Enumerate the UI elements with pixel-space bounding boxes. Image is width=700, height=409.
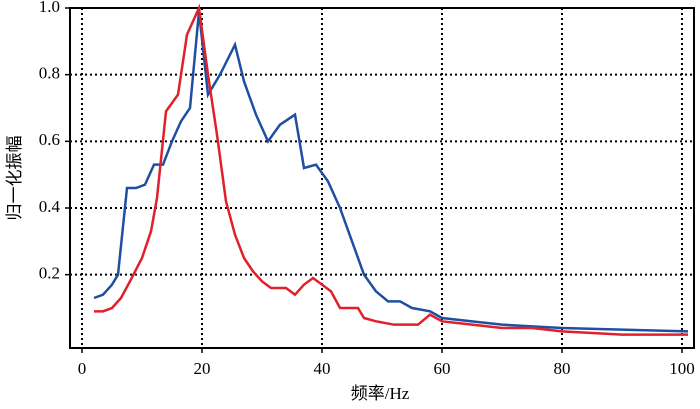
- x-tick-label: 40: [314, 359, 331, 378]
- y-axis-label: 归一化振幅: [5, 136, 24, 221]
- y-tick-label: 0.4: [39, 197, 61, 216]
- x-axis-label: 频率/Hz: [351, 384, 410, 403]
- y-tick-label: 0.8: [39, 64, 60, 83]
- x-tick-label: 0: [78, 359, 87, 378]
- y-tick-label: 0.2: [39, 264, 60, 283]
- x-tick-label: 100: [669, 359, 695, 378]
- data-line: [94, 3, 688, 336]
- x-tick-label: 20: [194, 359, 211, 378]
- x-tick-label: 80: [554, 359, 571, 378]
- x-tick-label: 60: [434, 359, 451, 378]
- y-tick-label: 1.0: [39, 0, 60, 16]
- data-line: [93, 11, 689, 333]
- y-tick-label: 0.6: [39, 130, 60, 149]
- plot-frame: [69, 7, 695, 349]
